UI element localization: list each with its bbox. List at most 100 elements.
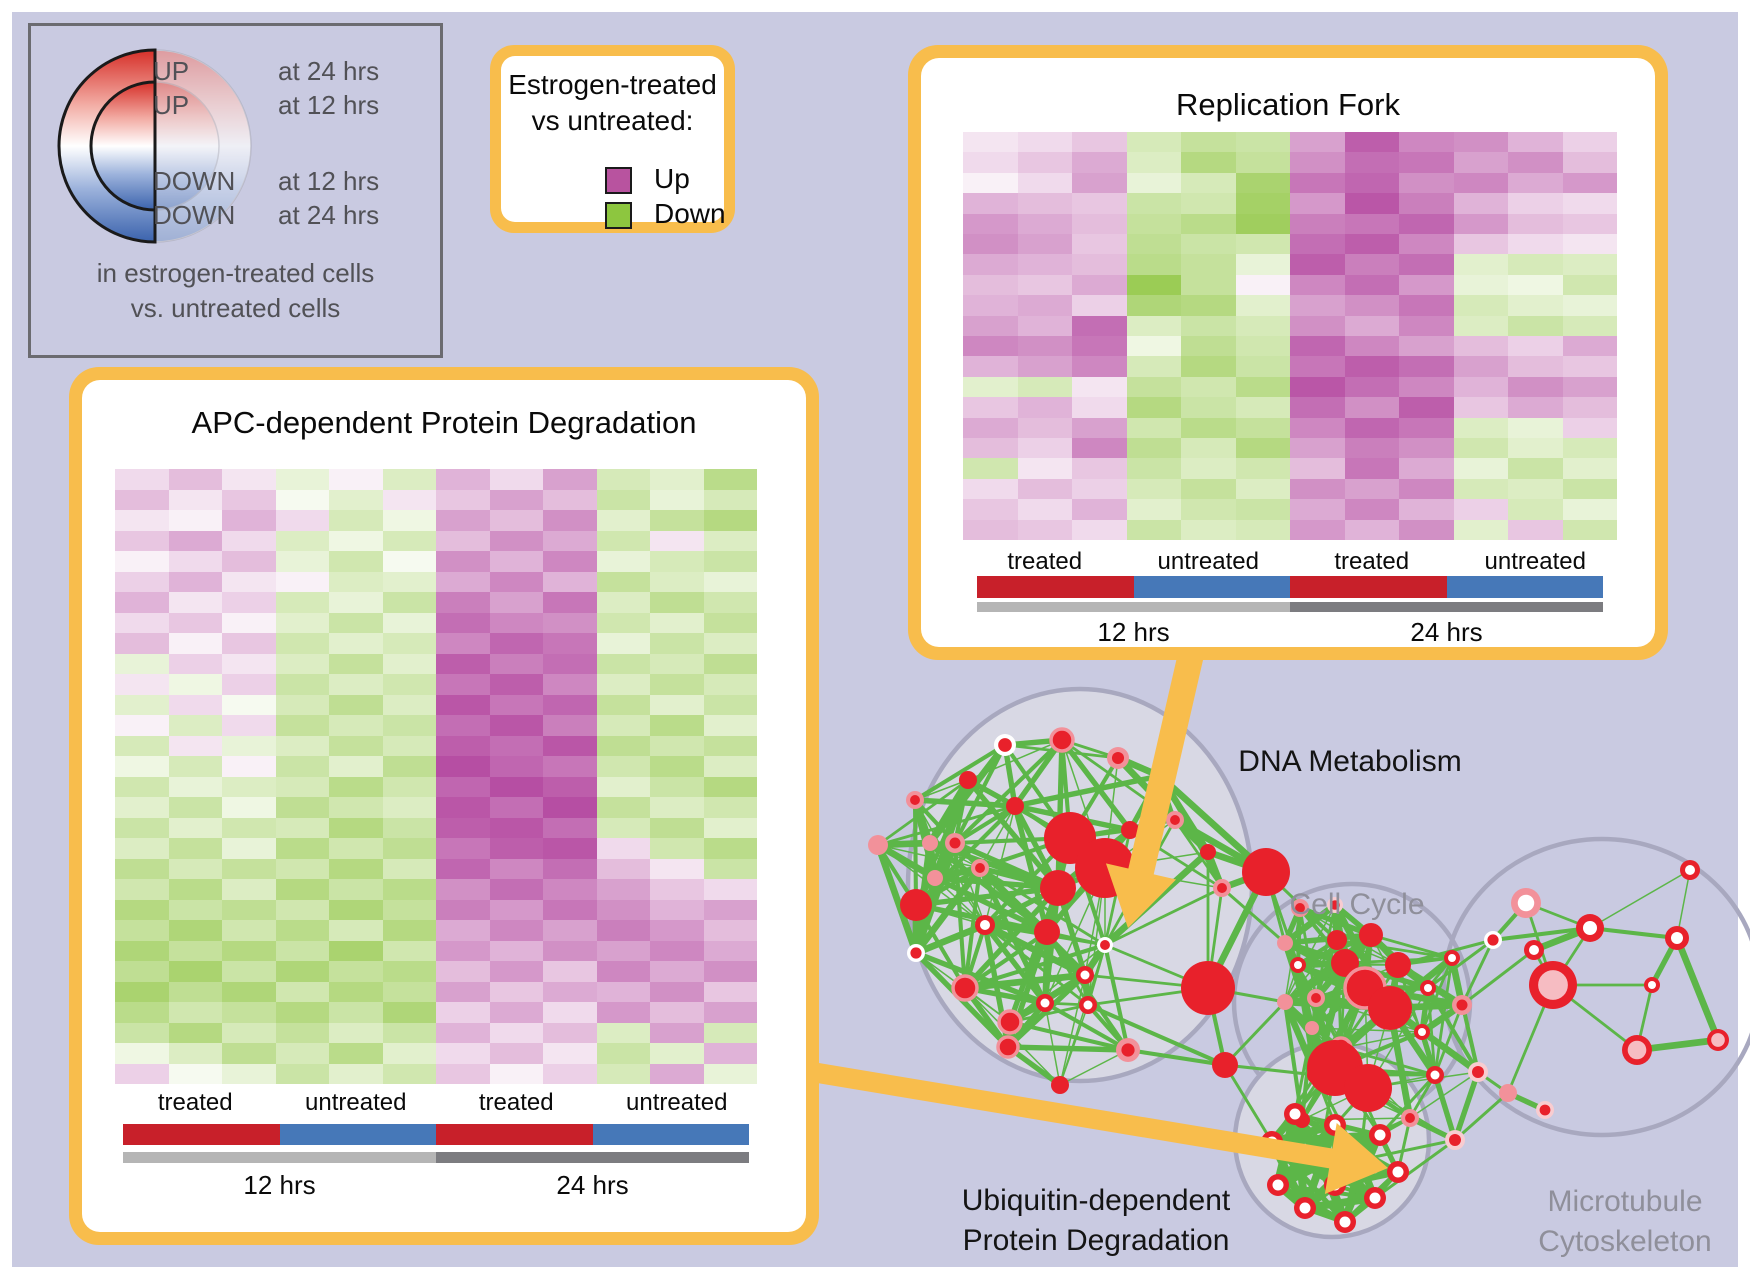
heatmap-cell bbox=[222, 981, 276, 1002]
heatmap-cell bbox=[1508, 458, 1563, 479]
heatmap-cell bbox=[1126, 233, 1181, 255]
heatmap-cell bbox=[168, 510, 222, 531]
heatmap-cell bbox=[168, 1063, 222, 1084]
network-edge bbox=[1282, 902, 1338, 946]
heatmap-cell bbox=[1344, 132, 1399, 153]
heatmap-cell bbox=[650, 981, 704, 1002]
heatmap-cell bbox=[650, 920, 704, 941]
heatmap-cell bbox=[222, 817, 276, 838]
heatmap-cell bbox=[650, 1002, 704, 1023]
network-edge bbox=[1284, 904, 1336, 1003]
heatmap-cell bbox=[168, 530, 222, 551]
network-edge bbox=[1271, 1131, 1381, 1146]
heatmap-cell bbox=[1017, 478, 1072, 500]
heatmap-cell bbox=[1017, 295, 1072, 316]
heatmap-cell bbox=[1181, 254, 1236, 275]
network-edge bbox=[1370, 933, 1453, 960]
heatmap-cell bbox=[115, 899, 169, 920]
heatmap-cell bbox=[543, 899, 597, 920]
heatmap-cell bbox=[1072, 132, 1127, 153]
heatmap-cell bbox=[1181, 499, 1236, 520]
heatmap-cell bbox=[436, 776, 490, 797]
heatmap-cell bbox=[168, 776, 222, 797]
heatmap-cell bbox=[650, 961, 704, 982]
heatmap-cell bbox=[436, 961, 490, 982]
heatmap-cell bbox=[168, 1043, 222, 1064]
heatmap-cell bbox=[329, 1063, 383, 1084]
network-edge bbox=[914, 779, 969, 801]
heatmap-cell bbox=[1399, 213, 1454, 234]
legend-color-swatch bbox=[605, 202, 632, 229]
network-node bbox=[1181, 961, 1235, 1015]
heatmap-cell bbox=[963, 132, 1018, 153]
heatmap-cell bbox=[436, 571, 490, 592]
network-node bbox=[1170, 815, 1180, 825]
heatmap-cell bbox=[275, 530, 329, 551]
network-edge bbox=[1284, 907, 1301, 1003]
network-edge bbox=[1427, 938, 1494, 990]
heatmap-cell bbox=[222, 694, 276, 715]
heatmap-cell bbox=[489, 961, 543, 982]
heatmap-cell bbox=[168, 838, 222, 859]
apc-condition-bars bbox=[123, 1124, 749, 1145]
heatmap-cell bbox=[329, 694, 383, 715]
heatmap-cell bbox=[115, 981, 169, 1002]
network-node bbox=[1385, 952, 1411, 978]
ring-inner-left-half bbox=[89, 80, 157, 212]
cluster-label-line: Cell Cycle bbox=[1289, 888, 1425, 921]
condition-group-label: treated bbox=[1334, 548, 1410, 575]
legend-color-swatch bbox=[605, 167, 632, 194]
heatmap-cell bbox=[1508, 152, 1563, 173]
heatmap-cell bbox=[1017, 397, 1072, 418]
network-node bbox=[997, 1009, 1023, 1035]
network-node bbox=[1430, 1070, 1440, 1080]
heatmap-cell bbox=[436, 756, 490, 777]
heatmap-cell bbox=[222, 776, 276, 797]
heatmap-cell bbox=[222, 551, 276, 572]
heatmap-cell bbox=[1344, 152, 1399, 173]
heatmap-cell bbox=[596, 510, 650, 531]
network-node bbox=[1083, 1000, 1093, 1010]
heatmap-cell bbox=[650, 715, 704, 736]
heatmap-cell bbox=[1344, 172, 1399, 194]
heatmap-cell bbox=[1453, 233, 1508, 255]
replication-condition-bars bbox=[977, 576, 1603, 598]
heatmap-cell bbox=[168, 1022, 222, 1043]
heatmap-cell bbox=[1562, 193, 1617, 214]
network-node bbox=[900, 889, 932, 921]
network-node bbox=[1217, 883, 1227, 893]
network-node bbox=[1339, 1216, 1351, 1228]
network-node bbox=[910, 947, 922, 959]
network-edge bbox=[1454, 1091, 1509, 1142]
heatmap-cell bbox=[489, 776, 543, 797]
heatmap-cell bbox=[1126, 376, 1181, 398]
network-edge bbox=[1223, 1000, 1287, 1067]
heatmap-cell bbox=[1508, 519, 1563, 540]
apc-heatmap bbox=[115, 469, 757, 1084]
heatmap-cell bbox=[1562, 254, 1617, 275]
heatmap-cell bbox=[650, 633, 704, 654]
heatmap-cell bbox=[596, 653, 650, 674]
heatmap-cell bbox=[115, 858, 169, 879]
network-edge bbox=[915, 950, 1046, 1006]
heatmap-cell bbox=[489, 612, 543, 633]
heatmap-cell bbox=[703, 1063, 757, 1084]
heatmap-cell bbox=[596, 715, 650, 736]
heatmap-cell bbox=[1508, 376, 1563, 398]
heatmap-cell bbox=[963, 213, 1018, 234]
replication-panel-title: Replication Fork bbox=[1176, 87, 1400, 122]
heatmap-cell bbox=[1453, 193, 1508, 214]
timepoint-label: 12 hrs bbox=[243, 1170, 316, 1200]
heatmap-cell bbox=[1562, 152, 1617, 173]
network-edge bbox=[1589, 925, 1678, 941]
heatmap-cell bbox=[1235, 132, 1290, 153]
heatmap-cell bbox=[1399, 193, 1454, 214]
heatmap-cell bbox=[1126, 213, 1181, 234]
heatmap-cell bbox=[436, 1063, 490, 1084]
heatmap-cell bbox=[168, 940, 222, 961]
cluster-label-line: Microtubule bbox=[1547, 1185, 1703, 1218]
heatmap-cell bbox=[1181, 335, 1236, 357]
network-node bbox=[980, 920, 990, 930]
heatmap-cell bbox=[115, 715, 169, 736]
heatmap-cell bbox=[1453, 274, 1508, 296]
